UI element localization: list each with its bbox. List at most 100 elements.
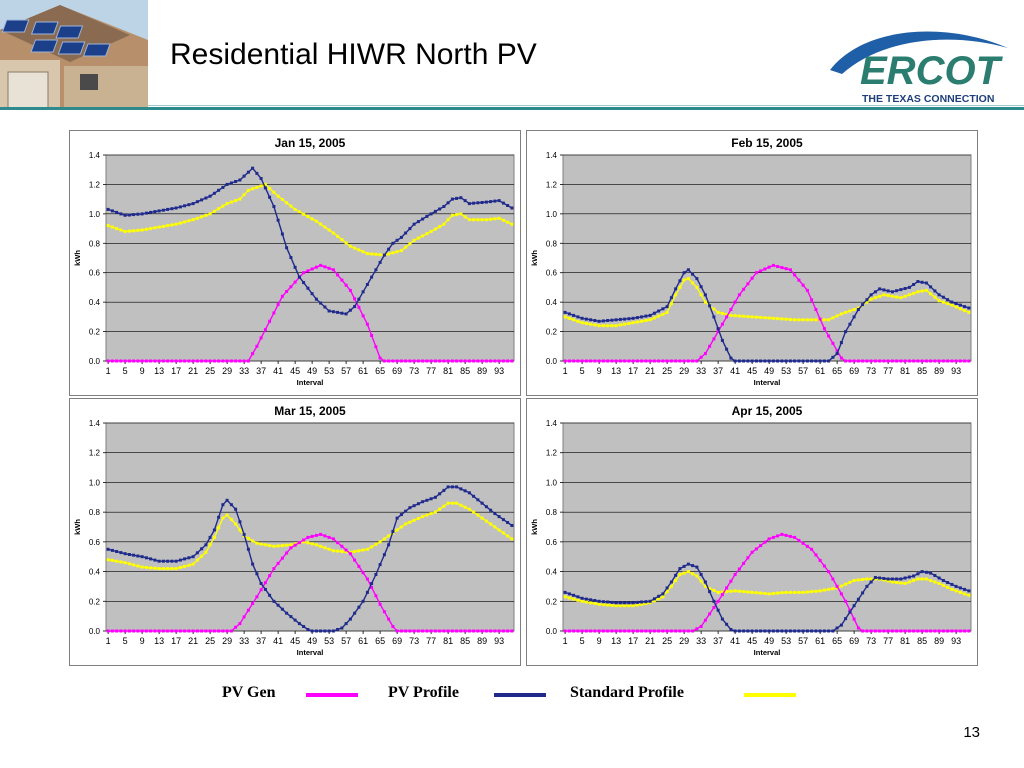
data-point-standard-profile: [954, 305, 958, 309]
series-standard-profile: [106, 501, 514, 571]
data-point-standard-profile: [170, 223, 174, 227]
data-point-standard-profile: [844, 582, 848, 586]
data-point-pv-gen: [510, 359, 514, 363]
data-point-pv-gen: [404, 629, 408, 633]
data-point-standard-profile: [805, 590, 809, 594]
data-point-standard-profile: [733, 589, 737, 593]
data-point-standard-profile: [285, 201, 289, 205]
data-point-standard-profile: [391, 251, 395, 255]
data-point-pv-gen: [699, 355, 703, 359]
data-point-standard-profile: [618, 323, 622, 327]
data-point-pv-gen: [178, 629, 182, 633]
data-point-pv-profile: [136, 554, 140, 558]
data-point-standard-profile: [314, 543, 318, 547]
data-point-pv-gen: [106, 359, 110, 363]
data-point-pv-profile: [890, 577, 894, 581]
y-tick-label: 0.2: [89, 328, 101, 337]
data-point-standard-profile: [136, 564, 140, 568]
data-point-pv-gen: [404, 359, 408, 363]
x-tick-label: 89: [934, 366, 944, 376]
data-point-pv-profile: [916, 572, 920, 576]
data-point-pv-profile: [382, 253, 386, 257]
data-point-standard-profile: [438, 225, 442, 229]
data-point-standard-profile: [776, 591, 780, 595]
data-point-pv-gen: [852, 359, 856, 363]
data-point-pv-gen: [848, 359, 852, 363]
data-point-pv-gen: [149, 359, 153, 363]
x-tick-label: 5: [580, 366, 585, 376]
data-point-pv-profile: [725, 347, 729, 351]
data-point-pv-gen: [344, 548, 348, 552]
data-point-standard-profile: [580, 599, 584, 603]
data-point-pv-profile: [472, 494, 476, 498]
data-point-pv-gen: [933, 629, 937, 633]
data-point-pv-profile: [682, 564, 686, 568]
data-point-pv-gen: [771, 263, 775, 267]
data-point-pv-gen: [937, 629, 941, 633]
data-point-standard-profile: [174, 222, 178, 226]
y-tick-label: 0.6: [546, 538, 558, 547]
data-point-pv-gen: [691, 629, 695, 633]
data-point-pv-gen: [623, 629, 627, 633]
data-point-pv-profile: [421, 217, 425, 221]
data-point-pv-profile: [221, 185, 225, 189]
data-point-pv-profile: [399, 235, 403, 239]
data-point-standard-profile: [433, 510, 437, 514]
data-point-pv-gen: [589, 629, 593, 633]
data-point-pv-profile: [234, 507, 238, 511]
data-point-standard-profile: [818, 589, 822, 593]
x-tick-label: 81: [900, 636, 910, 646]
data-point-standard-profile: [678, 285, 682, 289]
data-point-pv-profile: [903, 576, 907, 580]
data-point-pv-gen: [106, 629, 110, 633]
data-point-pv-profile: [937, 293, 941, 297]
data-point-pv-profile: [788, 629, 792, 633]
data-point-standard-profile: [463, 505, 467, 509]
data-point-standard-profile: [899, 296, 903, 300]
data-point-pv-profile: [493, 199, 497, 203]
data-point-pv-profile: [416, 502, 420, 506]
data-point-pv-gen: [387, 617, 391, 621]
data-point-standard-profile: [720, 311, 724, 315]
data-point-pv-gen: [708, 344, 712, 348]
data-point-pv-gen: [455, 629, 459, 633]
data-point-pv-gen: [353, 297, 357, 301]
data-point-standard-profile: [844, 310, 848, 314]
data-point-pv-profile: [340, 311, 344, 315]
data-point-standard-profile: [501, 531, 505, 535]
data-point-standard-profile: [178, 221, 182, 225]
legend-swatch-pv-profile: [494, 693, 546, 697]
data-point-pv-profile: [856, 597, 860, 601]
data-point-pv-gen: [280, 556, 284, 560]
data-point-pv-profile: [912, 574, 916, 578]
data-point-pv-profile: [238, 520, 242, 524]
data-point-pv-profile: [567, 592, 571, 596]
data-point-pv-gen: [576, 359, 580, 363]
data-point-pv-profile: [255, 572, 259, 576]
data-point-pv-gen: [229, 359, 233, 363]
data-point-standard-profile: [691, 281, 695, 285]
x-tick-label: 57: [798, 366, 808, 376]
data-point-pv-gen: [370, 334, 374, 337]
data-point-standard-profile: [467, 218, 471, 222]
data-point-pv-gen: [886, 359, 890, 363]
data-point-standard-profile: [374, 542, 378, 546]
data-point-pv-profile: [712, 599, 716, 603]
data-point-pv-gen: [814, 553, 818, 557]
ercot-logo: ERCOT THE TEXAS CONNECTION: [822, 18, 1012, 108]
y-tick-label: 0.8: [89, 508, 101, 517]
legend-label-pv-gen: PV Gen: [222, 684, 276, 701]
data-point-pv-gen: [489, 629, 493, 633]
data-point-pv-profile: [716, 608, 720, 612]
data-point-pv-profile: [657, 309, 661, 313]
data-point-pv-gen: [878, 629, 882, 633]
data-point-standard-profile: [967, 593, 971, 597]
data-point-pv-profile: [954, 302, 958, 306]
data-point-pv-profile: [429, 497, 433, 501]
data-point-standard-profile: [661, 312, 665, 316]
data-point-standard-profile: [225, 513, 229, 517]
data-point-pv-profile: [374, 573, 378, 576]
data-point-pv-gen: [446, 629, 450, 633]
data-point-pv-profile: [221, 503, 225, 507]
data-point-pv-profile: [280, 607, 284, 611]
